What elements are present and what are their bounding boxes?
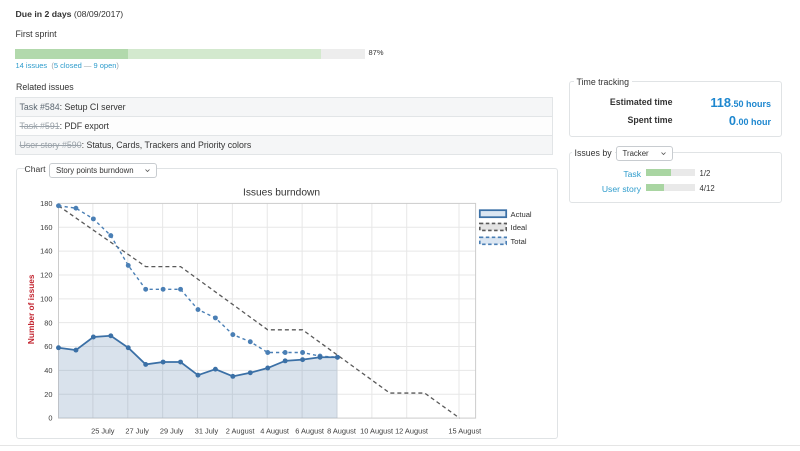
svg-text:2 August: 2 August bbox=[226, 426, 255, 435]
svg-text:10 August: 10 August bbox=[360, 426, 393, 435]
svg-text:140: 140 bbox=[40, 247, 52, 256]
svg-text:180: 180 bbox=[40, 199, 52, 208]
svg-text:Ideal: Ideal bbox=[511, 223, 528, 232]
svg-text:25 July: 25 July bbox=[91, 426, 115, 435]
svg-text:40: 40 bbox=[44, 366, 52, 375]
svg-text:6 August: 6 August bbox=[295, 426, 324, 435]
svg-text:60: 60 bbox=[44, 342, 52, 351]
svg-text:20: 20 bbox=[44, 390, 52, 399]
svg-text:31 July: 31 July bbox=[195, 426, 219, 435]
svg-text:0: 0 bbox=[48, 414, 52, 423]
svg-text:29 July: 29 July bbox=[160, 426, 184, 435]
svg-text:4 August: 4 August bbox=[260, 426, 289, 435]
svg-text:100: 100 bbox=[40, 294, 52, 303]
svg-text:Actual: Actual bbox=[511, 210, 532, 219]
svg-text:160: 160 bbox=[40, 223, 52, 232]
svg-text:80: 80 bbox=[44, 318, 52, 327]
svg-text:Issues burndown: Issues burndown bbox=[243, 187, 320, 198]
svg-text:Total: Total bbox=[511, 237, 527, 246]
svg-text:27 July: 27 July bbox=[125, 426, 149, 435]
svg-text:15 August: 15 August bbox=[448, 426, 481, 435]
svg-text:120: 120 bbox=[40, 271, 52, 280]
svg-text:Number of issues: Number of issues bbox=[26, 274, 36, 344]
svg-text:8 August: 8 August bbox=[327, 426, 356, 435]
svg-text:12 August: 12 August bbox=[395, 426, 428, 435]
